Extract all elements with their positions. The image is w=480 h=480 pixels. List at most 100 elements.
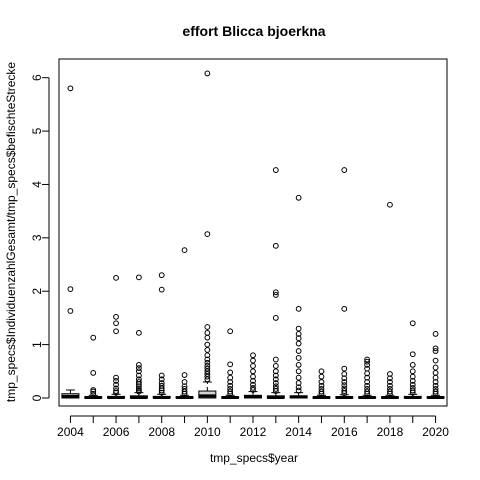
outlier-point [227, 379, 234, 385]
outlier-point [204, 352, 211, 359]
outlier-point [250, 387, 256, 393]
outlier-point [158, 376, 165, 383]
box-2010 [198, 70, 217, 399]
x-tick-label: 2018 [377, 425, 404, 439]
outlier-point [113, 274, 119, 281]
outlier-point [250, 363, 256, 369]
outlier-point [227, 386, 234, 392]
outlier-point [364, 358, 371, 365]
outlier-point [67, 308, 74, 314]
outlier-point [432, 370, 439, 376]
outlier-point [90, 387, 97, 393]
outlier-point [204, 368, 211, 375]
outlier-point [387, 379, 393, 385]
outlier-point [272, 386, 279, 392]
outlier-point [295, 194, 302, 201]
outlier-point [295, 384, 302, 391]
outlier-point [204, 231, 211, 238]
outlier-point [250, 357, 256, 364]
x-tick-label: 2006 [103, 425, 130, 439]
outlier-point [341, 365, 348, 372]
outlier-point [272, 242, 279, 249]
outlier-point [113, 374, 119, 381]
x-tick-label: 2010 [194, 425, 221, 439]
outlier-point [295, 361, 302, 368]
outlier-point [135, 329, 142, 336]
y-tick-label: 2 [30, 288, 44, 295]
y-tick-label: 0 [30, 394, 44, 401]
box-2005 [84, 334, 103, 399]
outlier-point [135, 379, 142, 385]
outlier-point [113, 328, 119, 335]
box-2013 [266, 167, 285, 399]
outlier-point [272, 292, 279, 298]
outlier-point [341, 375, 348, 382]
outlier-point [250, 384, 256, 391]
box-2007 [129, 274, 148, 399]
y-axis: 0 1 2 3 4 5 6 [30, 74, 50, 401]
outlier-point [364, 374, 371, 381]
outlier-point [250, 373, 256, 380]
outlier-point [67, 286, 74, 292]
outlier-point [295, 305, 302, 312]
x-tick-label: 2008 [148, 425, 175, 439]
box-2006 [107, 274, 126, 399]
outlier-point [204, 365, 211, 372]
y-tick-label: 6 [30, 74, 44, 81]
outlier-point [135, 376, 142, 383]
outlier-point [135, 385, 142, 392]
outlier-point [318, 386, 325, 392]
outlier-point [158, 385, 165, 392]
outlier-point [227, 374, 234, 381]
outlier-point [364, 382, 371, 389]
outlier-point [158, 389, 165, 396]
outlier-point [295, 340, 302, 347]
outlier-point [204, 359, 211, 366]
outlier-point [409, 351, 416, 358]
outlier-point [409, 381, 416, 388]
outlier-point [295, 348, 302, 354]
outlier-point [432, 345, 439, 352]
plot-frame [58, 58, 448, 407]
outlier-point [90, 390, 97, 397]
outlier-point [135, 372, 142, 379]
outlier-point [181, 379, 188, 385]
outlier-point [272, 376, 279, 383]
outlier-point [409, 373, 416, 380]
outlier-point [204, 70, 211, 77]
outlier-point [227, 388, 234, 395]
outlier-point [227, 369, 234, 376]
outlier-point [158, 286, 165, 293]
outlier-point [113, 320, 119, 327]
outlier-point [387, 388, 393, 395]
box-2015 [312, 368, 331, 399]
outlier-point [272, 289, 279, 296]
outlier-point [113, 313, 119, 320]
outlier-point [181, 388, 188, 395]
outlier-point [341, 305, 348, 312]
outlier-point [67, 85, 74, 92]
outlier-point [318, 382, 325, 389]
outlier-point [364, 356, 371, 363]
y-tick-label: 5 [30, 127, 44, 134]
outlier-point [432, 331, 439, 337]
outlier-point [295, 374, 302, 381]
outlier-point [295, 355, 302, 361]
outlier-point [318, 368, 325, 375]
outlier-point [227, 361, 234, 368]
outlier-point [272, 356, 279, 363]
box-2020 [426, 331, 445, 399]
outlier-point [113, 378, 119, 384]
outlier-point [341, 379, 348, 385]
outlier-point [181, 247, 188, 254]
outlier-point [387, 375, 393, 382]
outlier-point [364, 386, 371, 392]
outlier-point [432, 382, 439, 389]
outlier-point [387, 386, 393, 392]
outlier-point [135, 274, 142, 281]
outlier-point [387, 201, 393, 208]
outlier-point [409, 387, 416, 394]
outlier-point [250, 352, 256, 359]
x-tick-label: 2016 [331, 425, 358, 439]
